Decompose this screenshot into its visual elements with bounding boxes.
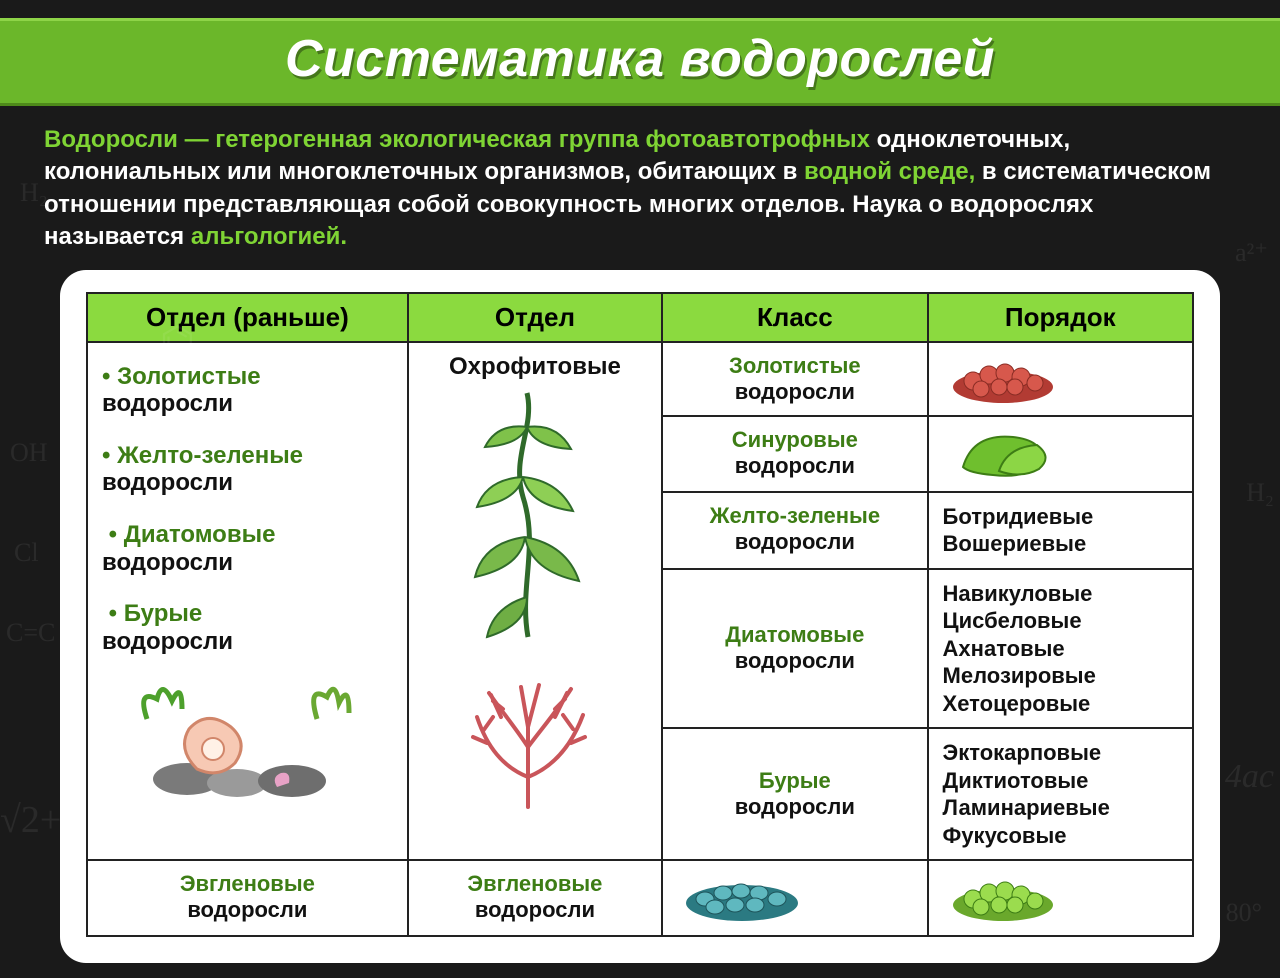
teal-cluster-icon bbox=[677, 871, 807, 925]
illustration-shell-rocks bbox=[102, 679, 393, 799]
green-leaf-icon bbox=[943, 427, 1053, 481]
cell-euglena-order bbox=[928, 860, 1193, 936]
intro-hl-2: водной среде, bbox=[804, 158, 975, 185]
th-order: Порядок bbox=[928, 293, 1193, 342]
lime-cluster-icon bbox=[943, 871, 1063, 923]
intro-hl-1: Водоросли — гетерогенная экологическая г… bbox=[44, 126, 870, 153]
th-old-division: Отдел (раньше) bbox=[87, 293, 408, 342]
intro-hl-3: альгологией. bbox=[191, 223, 347, 250]
table-header-row: Отдел (раньше) Отдел Класс Порядок bbox=[87, 293, 1193, 342]
cell-class-3: Диатомовые водоросли bbox=[662, 569, 927, 729]
cell-euglena-div: Эвгленовые водоросли bbox=[408, 860, 662, 936]
taxonomy-table: Отдел (раньше) Отдел Класс Порядок • Зол… bbox=[86, 292, 1194, 938]
cell-order-0 bbox=[928, 342, 1193, 416]
th-class: Класс bbox=[662, 293, 927, 342]
shell-rocks-icon bbox=[127, 679, 367, 799]
table-row-euglena: Эвгленовые водоросли Эвгленовые водоросл… bbox=[87, 860, 1193, 936]
cell-order-4: Эктокарповые Диктиотовые Ламинариевые Фу… bbox=[928, 728, 1193, 860]
cell-order-2: Ботридиевые Вошериевые bbox=[928, 492, 1193, 569]
cell-class-0: Золотистые водоросли bbox=[662, 342, 927, 416]
red-cluster-icon bbox=[943, 353, 1063, 405]
cell-order-1 bbox=[928, 416, 1193, 492]
cell-class-1: Синуровые водоросли bbox=[662, 416, 927, 492]
table-row: • Золотистыеводоросли • Желто-зеленыевод… bbox=[87, 342, 1193, 416]
intro-paragraph: Водоросли — гетерогенная экологическая г… bbox=[0, 106, 1280, 270]
cell-euglena-old: Эвгленовые водоросли bbox=[87, 860, 408, 936]
taxonomy-card: Отдел (раньше) Отдел Класс Порядок • Зол… bbox=[60, 270, 1220, 964]
cell-euglena-class bbox=[662, 860, 927, 936]
cell-division-ochro: Охрофитовые bbox=[408, 342, 662, 861]
old-division-list: • Золотистыеводоросли • Желто-зеленыевод… bbox=[102, 363, 393, 656]
cell-old-divisions: • Золотистыеводоросли • Желто-зеленыевод… bbox=[87, 342, 408, 861]
title-bar: Систематика водорослей bbox=[0, 18, 1280, 106]
page-title: Систематика водорослей bbox=[0, 29, 1280, 89]
cell-class-2: Желто-зеленые водоросли bbox=[662, 492, 927, 569]
th-division: Отдел bbox=[408, 293, 662, 342]
cell-class-4: Бурые водоросли bbox=[662, 728, 927, 860]
kelp-coral-icon bbox=[423, 387, 633, 817]
cell-order-3: Навикуловые Цисбеловые Ахнатовые Мелозир… bbox=[928, 569, 1193, 729]
